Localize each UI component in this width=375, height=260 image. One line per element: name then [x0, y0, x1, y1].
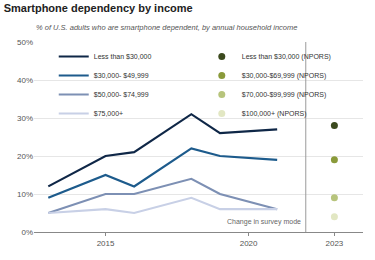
svg-text:20%: 20% [17, 152, 33, 161]
svg-text:10%: 10% [17, 190, 33, 199]
svg-text:2023: 2023 [325, 239, 343, 248]
svg-text:$75,000+: $75,000+ [94, 110, 123, 117]
svg-text:Change in survey mode: Change in survey mode [227, 218, 301, 226]
svg-text:$100,000+ (NPORS): $100,000+ (NPORS) [242, 110, 307, 118]
svg-text:Less than $30,000 (NPORS): Less than $30,000 (NPORS) [242, 53, 331, 61]
svg-text:0%: 0% [21, 228, 33, 237]
svg-text:Less than $30,000: Less than $30,000 [94, 53, 152, 60]
svg-text:40%: 40% [17, 76, 33, 85]
svg-text:30%: 30% [17, 114, 33, 123]
svg-text:2015: 2015 [97, 239, 115, 248]
svg-text:50%: 50% [17, 38, 33, 47]
svg-text:$30,000-$69,999 (NPORS): $30,000-$69,999 (NPORS) [242, 72, 326, 80]
svg-text:2020: 2020 [240, 239, 258, 248]
svg-text:$70,000-$99,999 (NPORS): $70,000-$99,999 (NPORS) [242, 91, 326, 99]
svg-text:% of U.S. adults who are smart: % of U.S. adults who are smartphone depe… [36, 23, 297, 32]
svg-text:$30,000- $49,999: $30,000- $49,999 [94, 72, 149, 79]
svg-text:Smartphone dependency by incom: Smartphone dependency by income [4, 2, 193, 14]
svg-text:$50,000- $74,999: $50,000- $74,999 [94, 91, 149, 98]
